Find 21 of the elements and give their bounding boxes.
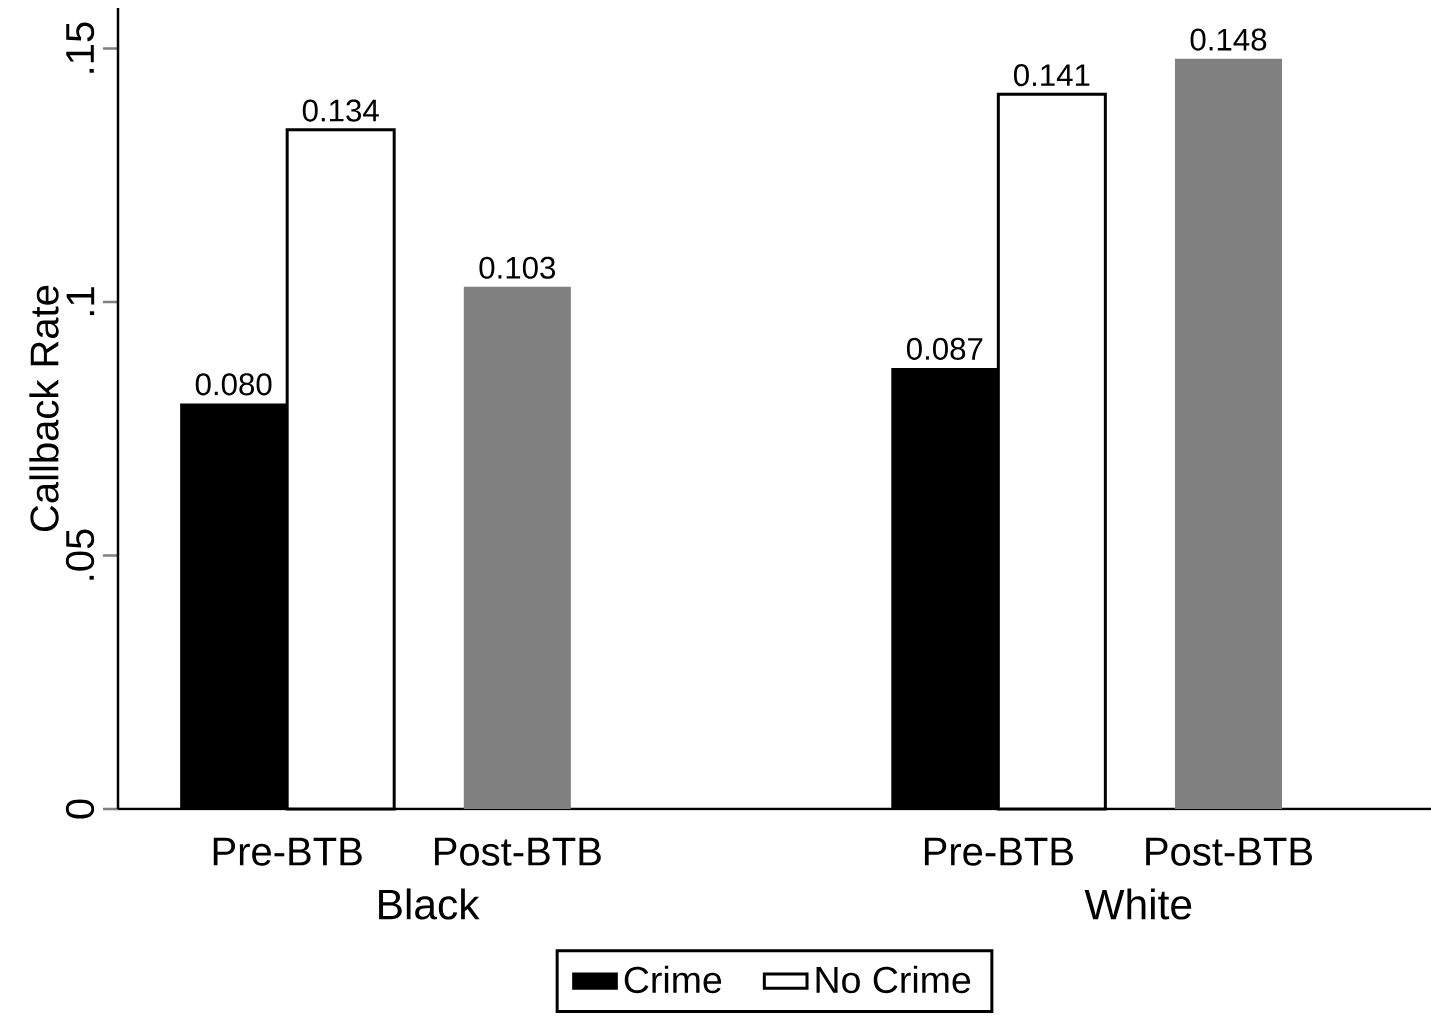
x-tick-label: Pre-BTB <box>924 837 1073 866</box>
legend-label: No Crime <box>816 965 971 994</box>
x-tick-label: Pre-BTB <box>213 837 362 866</box>
y-tick-label: .1 <box>66 287 95 316</box>
data-label: 0.080 <box>195 373 272 396</box>
bar <box>463 286 571 809</box>
legend-label: Crime <box>624 965 722 994</box>
y-axis-title: Callback Rate <box>29 285 59 531</box>
y-tick-label: .05 <box>65 529 95 580</box>
data-label: 0.148 <box>1190 28 1267 51</box>
text: Black <box>379 888 480 920</box>
y-tick-label: .15 <box>66 22 95 73</box>
data-label: 0.087 <box>906 337 983 360</box>
x-tick-label: Post-BTB <box>435 837 601 866</box>
data-label: 0.141 <box>1013 64 1090 87</box>
bar <box>1174 58 1282 809</box>
y-tick-label: 0 <box>65 799 95 819</box>
text: White <box>1084 888 1192 920</box>
data-label: 0.103 <box>479 256 556 279</box>
data-label: 0.134 <box>302 99 379 122</box>
x-tick-label: Post-BTB <box>1146 837 1312 866</box>
